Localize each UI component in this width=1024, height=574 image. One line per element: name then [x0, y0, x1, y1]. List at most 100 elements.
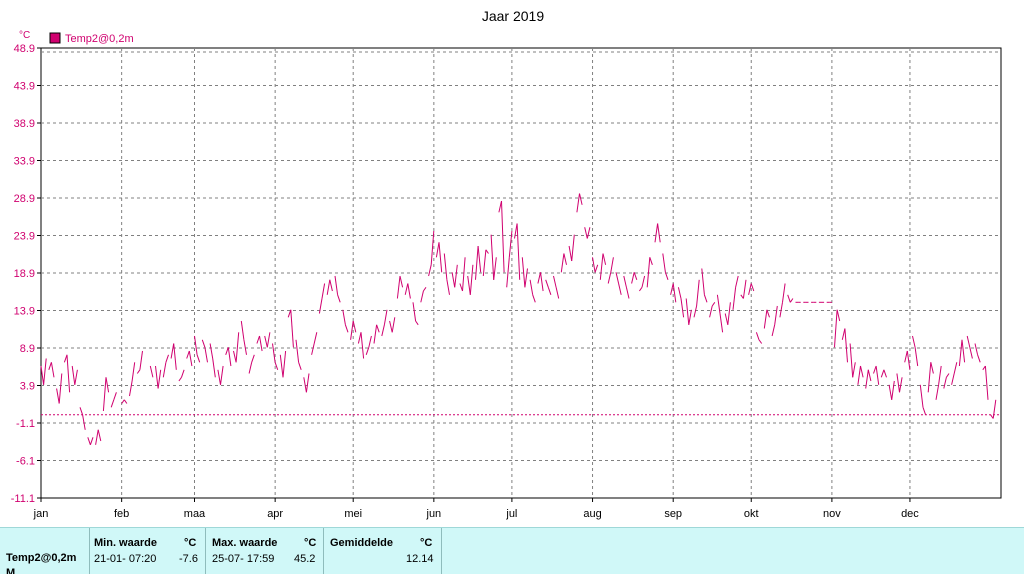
y-tick-label: 43.9: [14, 81, 35, 93]
series-segment: [584, 227, 588, 239]
series-segment: [415, 320, 419, 326]
series-segment: [58, 373, 63, 404]
series-segment: [287, 309, 292, 318]
x-tick-label: apr: [267, 508, 283, 520]
series-segment: [883, 369, 887, 378]
y-tick-label: -11.1: [11, 493, 35, 505]
series-segment: [63, 354, 68, 363]
series-segment: [178, 377, 182, 382]
series-segment: [927, 362, 932, 393]
series-segment: [274, 362, 279, 370]
x-tick-label: dec: [901, 508, 919, 520]
series-segment: [443, 253, 448, 280]
series-segment: [701, 268, 705, 295]
series-segment: [958, 339, 963, 367]
series-segment: [50, 362, 55, 378]
series-segment: [599, 253, 604, 280]
series-segment: [919, 384, 924, 408]
series-segment: [649, 257, 653, 265]
stats-row-label: Temp2@0,2m: [6, 552, 77, 564]
series-segment: [568, 245, 573, 262]
series-segment: [243, 339, 247, 355]
series-segment: [646, 257, 651, 288]
series-segment: [623, 275, 627, 288]
series-segment: [326, 279, 331, 295]
series-segment: [113, 392, 117, 400]
series-segment: [139, 350, 143, 370]
series-segment: [248, 362, 253, 374]
y-tick-label: 8.9: [20, 343, 35, 355]
series-segment: [313, 332, 318, 344]
series-segment: [766, 309, 770, 318]
series-segment: [938, 365, 942, 385]
series-segment: [344, 324, 349, 333]
series-segment: [181, 369, 185, 378]
series-segment: [350, 320, 354, 340]
series-segment: [422, 287, 427, 292]
series-segment: [579, 193, 583, 205]
series-segment: [755, 332, 760, 340]
y-tick-label: -6.1: [16, 456, 35, 468]
series-segment: [40, 365, 45, 385]
series-segment: [662, 253, 666, 273]
series-segment: [709, 305, 713, 318]
series-segment: [586, 227, 591, 239]
series-segment: [844, 328, 848, 363]
series-segment: [501, 200, 505, 273]
y-axis: 48.9 43.9 38.9 33.9 28.9 23.9 18.9 13.9 8.9 3.9 -1…: [11, 43, 41, 505]
series-segment: [657, 223, 661, 243]
series-segment: [727, 302, 731, 325]
max-time: 25-07- 17:59: [212, 553, 275, 565]
x-tick-label: nov: [823, 508, 841, 520]
series-segment: [961, 339, 966, 363]
series-segment: [186, 350, 190, 359]
series-segment: [654, 223, 659, 243]
series-segment: [173, 343, 177, 370]
series-segment: [508, 230, 513, 258]
series-segment: [162, 362, 167, 378]
series-segment: [771, 324, 776, 337]
avg-value: 12.14: [406, 553, 434, 565]
series-segment: [625, 287, 630, 299]
series-segment: [618, 283, 622, 295]
series-segment: [906, 350, 911, 370]
series-segment: [836, 309, 841, 322]
series-segment: [420, 290, 424, 303]
series-segment: [412, 302, 417, 322]
avg-label: Gemiddelde: [330, 537, 393, 549]
series-segment: [545, 279, 549, 288]
series-segment: [298, 362, 302, 370]
series-segment: [396, 275, 401, 299]
series-segment: [532, 294, 536, 303]
series-segment: [865, 369, 869, 389]
series-segment: [891, 380, 895, 400]
series-segment: [732, 287, 737, 310]
y-tick-label: 38.9: [14, 118, 35, 130]
series-segment: [102, 377, 107, 412]
series-segment: [399, 275, 404, 288]
x-axis: jan feb maa apr mei jun jul aug sep okt nov dec: [33, 498, 919, 520]
chart-title: Jaar 2019: [482, 8, 544, 24]
series-segment: [688, 309, 692, 325]
series-segment: [670, 283, 674, 295]
y-tick-label: 28.9: [14, 193, 35, 205]
x-tick-label: okt: [744, 508, 759, 520]
series-segment: [592, 257, 596, 273]
series-segment: [787, 294, 791, 303]
x-tick-label: jun: [426, 508, 442, 520]
series-segment: [82, 414, 86, 430]
series-segment: [259, 335, 263, 352]
legend-label: Temp2@0,2m: [65, 33, 134, 45]
series-segment: [201, 339, 206, 348]
series-segment: [485, 249, 489, 254]
series-segment: [493, 257, 497, 280]
series-segment: [373, 324, 378, 344]
series-segment: [490, 234, 495, 280]
series-segment: [225, 347, 229, 355]
x-tick-label: mei: [344, 508, 362, 520]
series-segment: [462, 257, 466, 292]
series-segment: [594, 264, 599, 273]
series-segment: [381, 324, 385, 337]
series-segment: [209, 343, 214, 359]
series-segment: [563, 253, 567, 265]
